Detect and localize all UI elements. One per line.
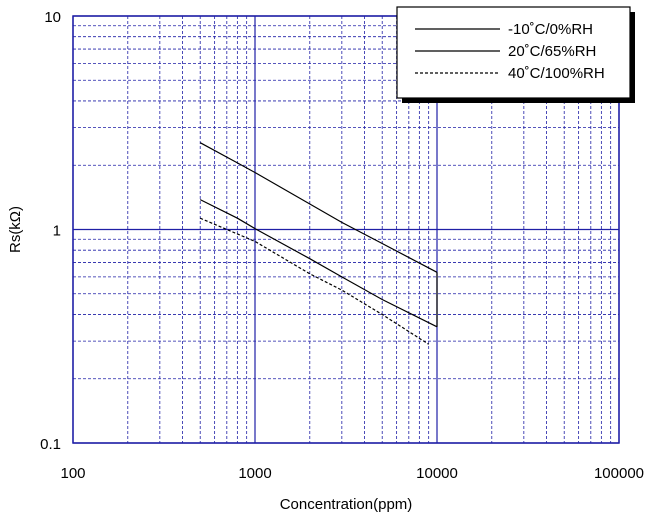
y-axis-label: Rs(kΩ) (7, 206, 24, 253)
x-tick-label: 100 (60, 465, 85, 482)
y-tick-labels: 0.1 1 10 (40, 9, 61, 453)
legend-entry: 40˚C/100%RH (508, 65, 605, 82)
series-line (199, 142, 438, 273)
x-tick-labels: 100 1000 10000 100000 (60, 465, 644, 482)
series-line (199, 199, 438, 328)
series-line (199, 217, 430, 345)
legend-entry: 20˚C/65%RH (508, 43, 596, 60)
legend-box (396, 6, 631, 99)
series-layer (199, 142, 438, 345)
y-tick-label: 0.1 (40, 436, 61, 453)
y-tick-label: 10 (44, 9, 61, 26)
x-tick-label: 100000 (594, 465, 644, 482)
x-tick-label: 1000 (238, 465, 271, 482)
legend: -10˚C/0%RH 20˚C/65%RH 40˚C/100%RH (396, 6, 635, 103)
legend-entry: -10˚C/0%RH (508, 21, 593, 38)
x-tick-label: 10000 (416, 465, 458, 482)
y-tick-label: 1 (53, 223, 61, 240)
x-axis-label: Concentration(ppm) (280, 496, 413, 513)
plot-area-border (72, 15, 620, 444)
